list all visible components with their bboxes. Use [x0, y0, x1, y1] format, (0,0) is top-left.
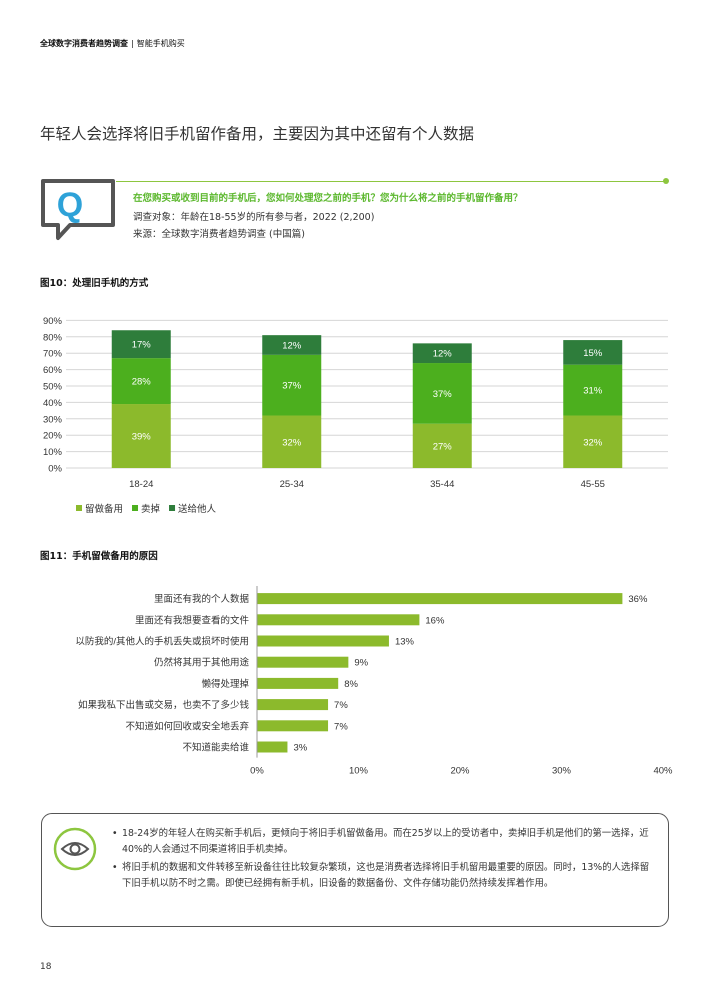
figure-11-chart: 里面还有我的个人数据 36% 里面还有我想要查看的文件 16% 以防我的/其他人的手机丢… [30, 582, 680, 786]
y-tick-label: 50% [43, 382, 63, 393]
bar [257, 720, 329, 732]
key-findings-list: 18-24岁的年轻人在购买新手机后，更倾向于将旧手机留做备用。而在25岁以上的受… [112, 826, 657, 894]
bar-segment [563, 364, 623, 416]
bar [257, 614, 420, 626]
bar-value-label: 28% [132, 377, 152, 388]
bar-segment [563, 415, 623, 468]
x-tick-label: 25-34 [280, 479, 304, 490]
bar [257, 635, 389, 647]
bar-value-label: 8% [344, 679, 358, 690]
y-tick-label: 90% [43, 316, 63, 327]
x-tick-label: 0% [250, 766, 264, 777]
survey-respondents: 调查对象：年龄在18-55岁的所有参与者，2022 (2,200) [133, 212, 375, 223]
bar-segment [262, 415, 322, 468]
bar-category-label: 如果我私下出售或交易，也卖不了多少钱 [78, 699, 250, 711]
bar-category-label: 里面还有我的个人数据 [154, 593, 250, 605]
legend-swatch [76, 505, 82, 511]
bar-value-label: 37% [282, 381, 302, 392]
y-tick-label: 0% [48, 464, 62, 475]
bar-segment [412, 423, 472, 468]
x-tick-label: 40% [653, 766, 673, 777]
legend-label: 卖掉 [141, 503, 161, 515]
bar-value-label: 12% [433, 349, 453, 360]
survey-question: 在您购买或收到目前的手机后，您如何处理您之前的手机？您为什么将之前的手机留作备用… [133, 193, 523, 204]
bar-segment [262, 335, 322, 355]
bar-value-label: 32% [583, 437, 603, 448]
figure-11-svg: 里面还有我的个人数据 36% 里面还有我想要查看的文件 16% 以防我的/其他人的手机丢… [75, 586, 673, 777]
bar-segment [262, 354, 322, 416]
question-icon: Q [40, 178, 116, 246]
y-tick-label: 70% [43, 349, 63, 360]
bar-value-label: 7% [334, 700, 348, 711]
bar [257, 593, 623, 605]
bar-category-label: 里面还有我想要查看的文件 [135, 614, 250, 626]
survey-source: 来源：全球数字消费者趋势调查 (中国篇) [133, 229, 305, 240]
page-title: 年轻人会选择将旧手机留作备用，主要因为其中还留有个人数据 [40, 125, 475, 143]
bar-category-label: 仍然将其用于其他用途 [154, 657, 250, 669]
bar [257, 677, 339, 689]
bar-segment [412, 343, 472, 364]
key-finding-1: 18-24岁的年轻人在购买新手机后，更倾向于将旧手机留做备用。而在25岁以上的受… [112, 826, 657, 857]
bar-category-label: 以防我的/其他人的手机丢失或损坏时使用 [75, 636, 249, 648]
legend-swatch [132, 505, 139, 511]
key-finding-2: 将旧手机的数据和文件转移至新设备往往比较复杂繁琐，这也是消费者选择将旧手机留用最… [112, 860, 657, 891]
figure-10-title: 图10：处理旧手机的方式 [40, 278, 149, 289]
bar-value-label: 16% [425, 615, 445, 626]
question-icon-letter: Q [57, 186, 83, 224]
y-tick-label: 20% [43, 431, 63, 442]
bar-segment [111, 330, 171, 359]
bar-category-label: 不知道能卖给谁 [182, 742, 249, 754]
bar-segment [111, 358, 171, 405]
bar [257, 656, 349, 668]
y-tick-label: 30% [43, 414, 63, 425]
bar-category-label: 不知道如何回收或安全地丢弃 [125, 720, 249, 732]
x-tick-label: 18-24 [129, 479, 153, 490]
bar-segment [412, 363, 472, 424]
bar-value-label: 7% [334, 721, 348, 732]
x-tick-label: 30% [552, 766, 572, 777]
bar-value-label: 17% [132, 340, 152, 351]
figure-10-svg: 0% 10% 20% 30% 40% 50% 60% 70% 80% 90% 39% 28% 17% 18… [43, 316, 668, 515]
x-tick-label: 45-55 [581, 479, 605, 490]
bar-value-label: 9% [354, 658, 368, 669]
legend-label: 送给他人 [178, 503, 217, 515]
question-divider [116, 181, 666, 182]
bar-segment [563, 340, 623, 365]
figure-10-chart: 0% 10% 20% 30% 40% 50% 60% 70% 80% 90% 39% 28% 17% 18… [30, 312, 680, 531]
x-tick-label: 35-44 [430, 479, 454, 490]
page-number: 18 [40, 962, 52, 972]
eye-icon [53, 827, 97, 875]
question-divider-dot [663, 178, 669, 184]
bar-segment [111, 404, 171, 468]
bar [257, 699, 329, 711]
header-section: 智能手机购买 [136, 39, 185, 48]
key-findings-box [41, 813, 669, 927]
bar-value-label: 32% [282, 437, 302, 448]
bar [257, 741, 288, 753]
header-separator: | [131, 39, 134, 48]
bar-value-label: 31% [583, 386, 603, 397]
bar-value-label: 3% [293, 743, 307, 754]
figure-11-title: 图11：手机留做备用的原因 [40, 551, 158, 562]
running-header: 全球数字消费者趋势调查 | 智能手机购买 [40, 38, 185, 49]
y-tick-label: 80% [43, 332, 63, 343]
header-title: 全球数字消费者趋势调查 [40, 39, 128, 48]
bar-value-label: 27% [433, 441, 453, 452]
x-tick-label: 20% [450, 766, 470, 777]
bar-value-label: 37% [433, 389, 453, 400]
bar-value-label: 39% [132, 432, 152, 443]
legend-swatch [169, 505, 176, 511]
bar-value-label: 12% [282, 341, 302, 352]
bar-value-label: 36% [628, 594, 648, 605]
x-tick-label: 10% [349, 766, 369, 777]
y-tick-label: 40% [43, 398, 63, 409]
legend-label: 留做备用 [85, 503, 123, 515]
bar-category-label: 懒得处理掉 [201, 678, 249, 690]
bar-value-label: 15% [583, 348, 603, 359]
y-tick-label: 60% [43, 365, 63, 376]
bar-value-label: 13% [395, 637, 415, 648]
y-tick-label: 10% [43, 447, 63, 458]
